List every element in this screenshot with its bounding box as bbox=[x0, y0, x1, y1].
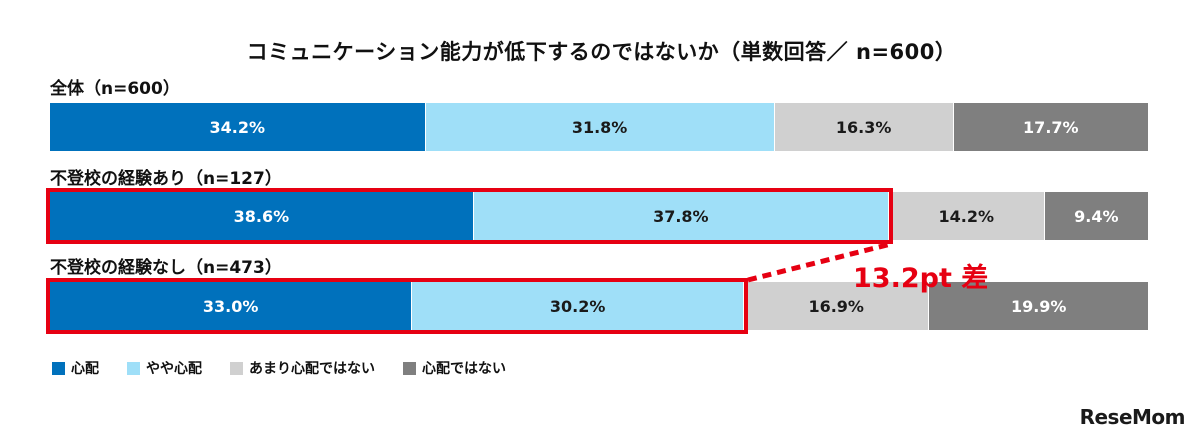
bar-segment-not-very-worried: 16.9% bbox=[743, 282, 930, 330]
bar-segment-not-worried: 17.7% bbox=[953, 103, 1148, 151]
bar-segment-worried: 38.6% bbox=[50, 192, 474, 240]
legend-label: 心配 bbox=[71, 361, 99, 377]
resemom-logo: ReseMom bbox=[1079, 405, 1186, 429]
bar-segment-somewhat-worried: 37.8% bbox=[473, 192, 889, 240]
legend-swatch bbox=[52, 361, 65, 375]
legend-label: やや心配 bbox=[146, 361, 202, 377]
bar-segment-somewhat-worried: 30.2% bbox=[412, 282, 744, 330]
bar-segment-somewhat-worried: 31.8% bbox=[425, 103, 775, 151]
legend-item-not-worried: 心配ではない bbox=[403, 358, 506, 378]
bar-segment-worried: 34.2% bbox=[50, 103, 426, 151]
legend-swatch bbox=[403, 361, 416, 375]
bar-segment-not-worried: 9.4% bbox=[1044, 192, 1148, 240]
chart-title: コミュニケーション能力が低下するのではないか（単数回答／ n=600） bbox=[246, 40, 957, 64]
bar-all: 34.2% 31.8% 16.3% 17.7% bbox=[50, 103, 1148, 151]
bar-segment-not-worried: 19.9% bbox=[929, 282, 1148, 330]
legend-label: 心配ではない bbox=[422, 361, 506, 377]
data-label: 9.4% bbox=[1074, 206, 1119, 226]
data-label: 16.3% bbox=[835, 117, 892, 137]
legend-item-somewhat-worried: やや心配 bbox=[127, 358, 202, 378]
bar-segment-not-very-worried: 16.3% bbox=[774, 103, 954, 151]
legend: 心配 やや心配 あまり心配ではない 心配ではない bbox=[52, 358, 506, 378]
difference-annotation: 13.2pt 差 bbox=[853, 263, 989, 294]
legend-item-not-very-worried: あまり心配ではない bbox=[230, 358, 375, 378]
bar-segment-not-very-worried: 14.2% bbox=[888, 192, 1045, 240]
bar-with-experience: 38.6% 37.8% 14.2% 9.4% bbox=[50, 192, 1148, 240]
data-label: 16.9% bbox=[808, 296, 864, 316]
legend-item-worried: 心配 bbox=[52, 358, 99, 378]
bar-without-experience: 33.0% 30.2% 16.9% 19.9% bbox=[50, 282, 1148, 330]
data-label: 33.0% bbox=[202, 296, 259, 316]
legend-swatch bbox=[127, 361, 140, 375]
difference-dashed-line bbox=[747, 241, 892, 283]
group-label-without-experience: 不登校の経験なし（n=473） bbox=[50, 258, 282, 278]
legend-swatch bbox=[230, 361, 243, 375]
data-label: 30.2% bbox=[549, 296, 606, 316]
data-label: 38.6% bbox=[233, 206, 290, 226]
data-label: 31.8% bbox=[571, 117, 628, 137]
legend-label: あまり心配ではない bbox=[249, 361, 375, 377]
data-label: 34.2% bbox=[209, 117, 266, 137]
data-label: 37.8% bbox=[653, 206, 709, 226]
data-label: 14.2% bbox=[938, 206, 995, 226]
group-label-all: 全体（n=600） bbox=[50, 79, 180, 99]
group-label-with-experience: 不登校の経験あり（n=127） bbox=[50, 169, 282, 189]
bar-segment-worried: 33.0% bbox=[50, 282, 413, 330]
data-label: 19.9% bbox=[1010, 296, 1067, 316]
data-label: 17.7% bbox=[1023, 117, 1079, 137]
